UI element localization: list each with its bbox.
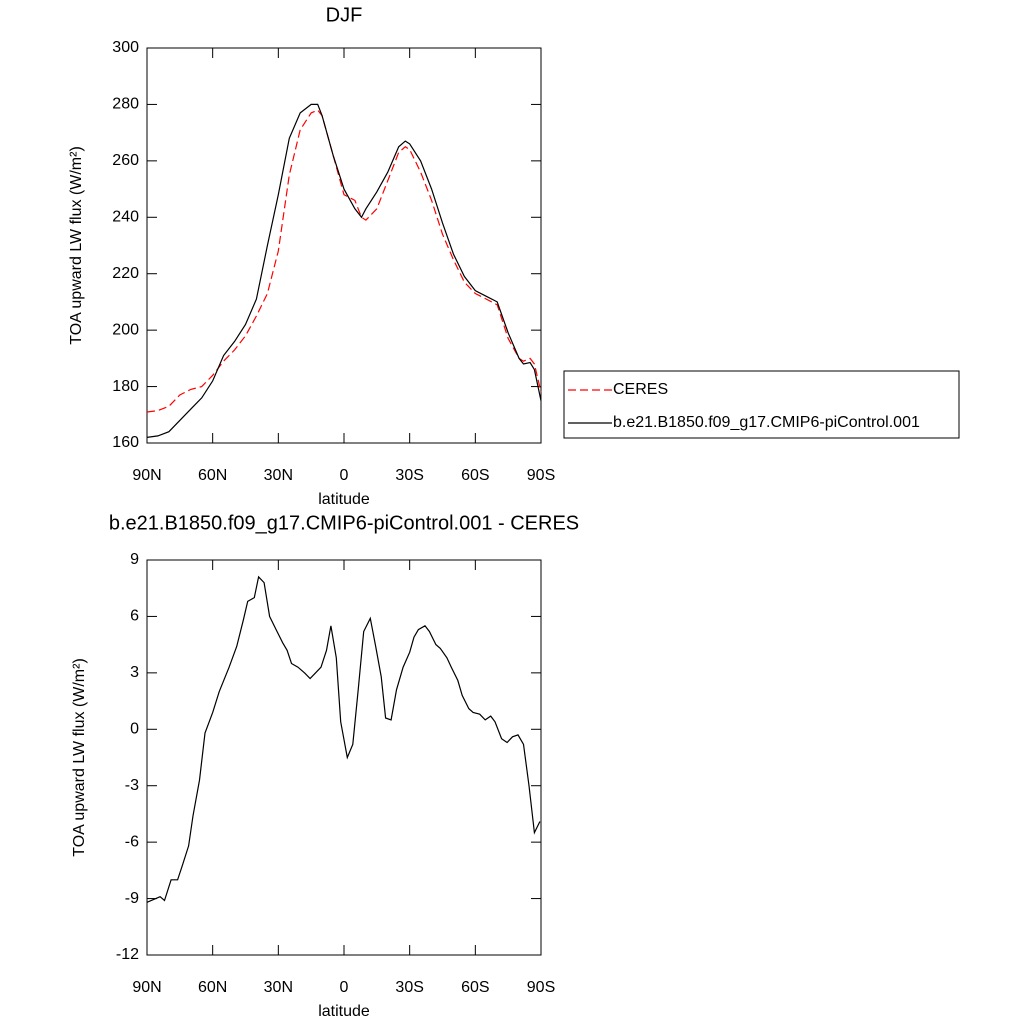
y-axis-label: TOA upward LW flux (W/m²): [68, 146, 85, 345]
chart-title: b.e21.B1850.f09_g17.CMIP6-piControl.001 …: [109, 512, 579, 534]
y-tick-label: -12: [116, 946, 139, 963]
legend-label: b.e21.B1850.f09_g17.CMIP6-piControl.001: [613, 414, 920, 431]
x-tick-label: 90S: [527, 467, 555, 484]
data-line: [146, 575, 541, 903]
y-tick-label: 9: [130, 551, 139, 568]
plot-frame: [146, 47, 542, 444]
data-line: [146, 103, 542, 438]
y-axis-label: TOA upward LW flux (W/m²): [71, 658, 88, 857]
y-tick-label: 180: [112, 378, 139, 395]
legend-box: [563, 370, 960, 439]
y-tick-label: 200: [112, 321, 139, 338]
y-tick-label: 300: [112, 39, 139, 56]
x-tick-label: 60N: [198, 467, 227, 484]
x-tick-label: 90S: [527, 979, 555, 996]
legend-label: CERES: [613, 381, 668, 398]
x-tick-label: 90N: [132, 467, 161, 484]
y-tick-label: 3: [130, 664, 139, 681]
y-tick-label: 220: [112, 265, 139, 282]
y-tick-label: 280: [112, 96, 139, 113]
x-tick-label: 0: [340, 467, 349, 484]
x-tick-label: 90N: [132, 979, 161, 996]
x-tick-label: 60S: [461, 979, 489, 996]
x-tick-label: 30N: [264, 979, 293, 996]
x-tick-label: 30S: [395, 979, 423, 996]
x-axis-label: latitude: [318, 491, 370, 508]
x-tick-label: 30S: [395, 467, 423, 484]
x-tick-label: 0: [340, 979, 349, 996]
y-tick-label: -3: [125, 777, 139, 794]
x-axis-label: latitude: [318, 1003, 370, 1020]
y-tick-label: 260: [112, 152, 139, 169]
x-tick-label: 30N: [264, 467, 293, 484]
x-tick-label: 60N: [198, 979, 227, 996]
y-tick-label: 160: [112, 434, 139, 451]
chart-title: DJF: [326, 4, 363, 26]
y-tick-label: 240: [112, 209, 139, 226]
y-tick-label: -9: [125, 890, 139, 907]
x-tick-label: 60S: [461, 467, 489, 484]
plot-frame: [146, 559, 542, 956]
y-tick-label: 6: [130, 608, 139, 625]
data-line: [146, 109, 542, 413]
y-tick-label: 0: [130, 721, 139, 738]
y-tick-label: -6: [125, 833, 139, 850]
